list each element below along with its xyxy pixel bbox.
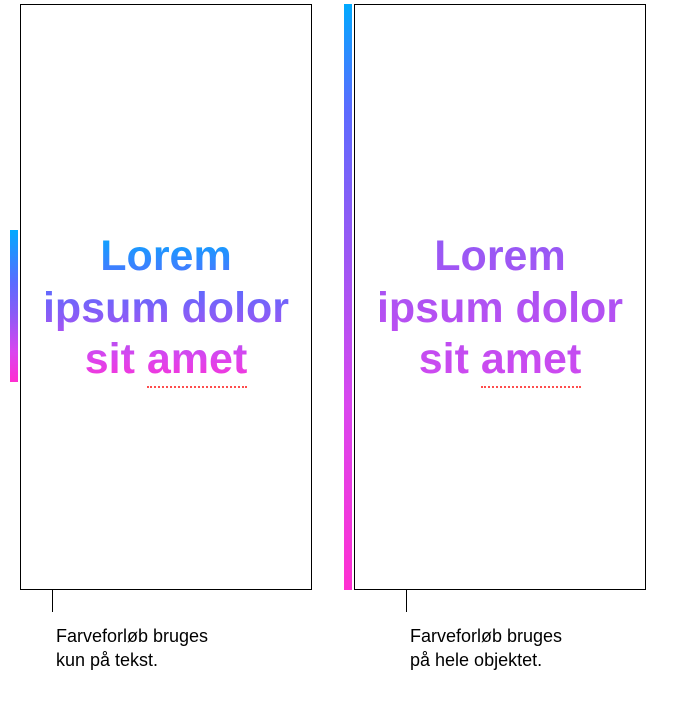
- gradient-text-left: Lorem ipsum dolor sit amet: [21, 231, 311, 388]
- text-line2: ipsum dolor: [43, 284, 289, 332]
- gradient-text-content-right: Lorem ipsum dolor sit amet: [365, 231, 635, 388]
- text-line3b-underlined: amet: [147, 334, 247, 388]
- text-line2: ipsum dolor: [377, 284, 623, 332]
- callout-right-line2: på hele objektet.: [410, 650, 542, 670]
- text-line1: Lorem: [434, 232, 565, 280]
- callout-tick-right: [406, 590, 407, 612]
- gradient-indicator-left: [10, 230, 18, 382]
- callout-left-line1: Farveforløb bruges: [56, 626, 208, 646]
- callout-left-line2: kun på tekst.: [56, 650, 158, 670]
- text-line3a: sit: [419, 335, 481, 383]
- right-panel: Lorem ipsum dolor sit amet: [354, 4, 646, 590]
- text-line3b-underlined: amet: [481, 334, 581, 388]
- text-line1: Lorem: [100, 232, 231, 280]
- text-line3a: sit: [85, 335, 147, 383]
- comparison-container: Lorem ipsum dolor sit amet Farveforløb b…: [20, 4, 646, 590]
- callout-left: Farveforløb bruges kun på tekst.: [56, 624, 208, 673]
- callout-right-line1: Farveforløb bruges: [410, 626, 562, 646]
- right-example: Lorem ipsum dolor sit amet Farveforløb b…: [354, 4, 646, 590]
- left-panel: Lorem ipsum dolor sit amet: [20, 4, 312, 590]
- gradient-text-content-left: Lorem ipsum dolor sit amet: [31, 231, 301, 388]
- gradient-indicator-right: [344, 4, 352, 590]
- callout-right: Farveforløb bruges på hele objektet.: [410, 624, 562, 673]
- left-example: Lorem ipsum dolor sit amet Farveforløb b…: [20, 4, 312, 590]
- callout-tick-left: [52, 590, 53, 612]
- gradient-text-right: Lorem ipsum dolor sit amet: [355, 231, 645, 388]
